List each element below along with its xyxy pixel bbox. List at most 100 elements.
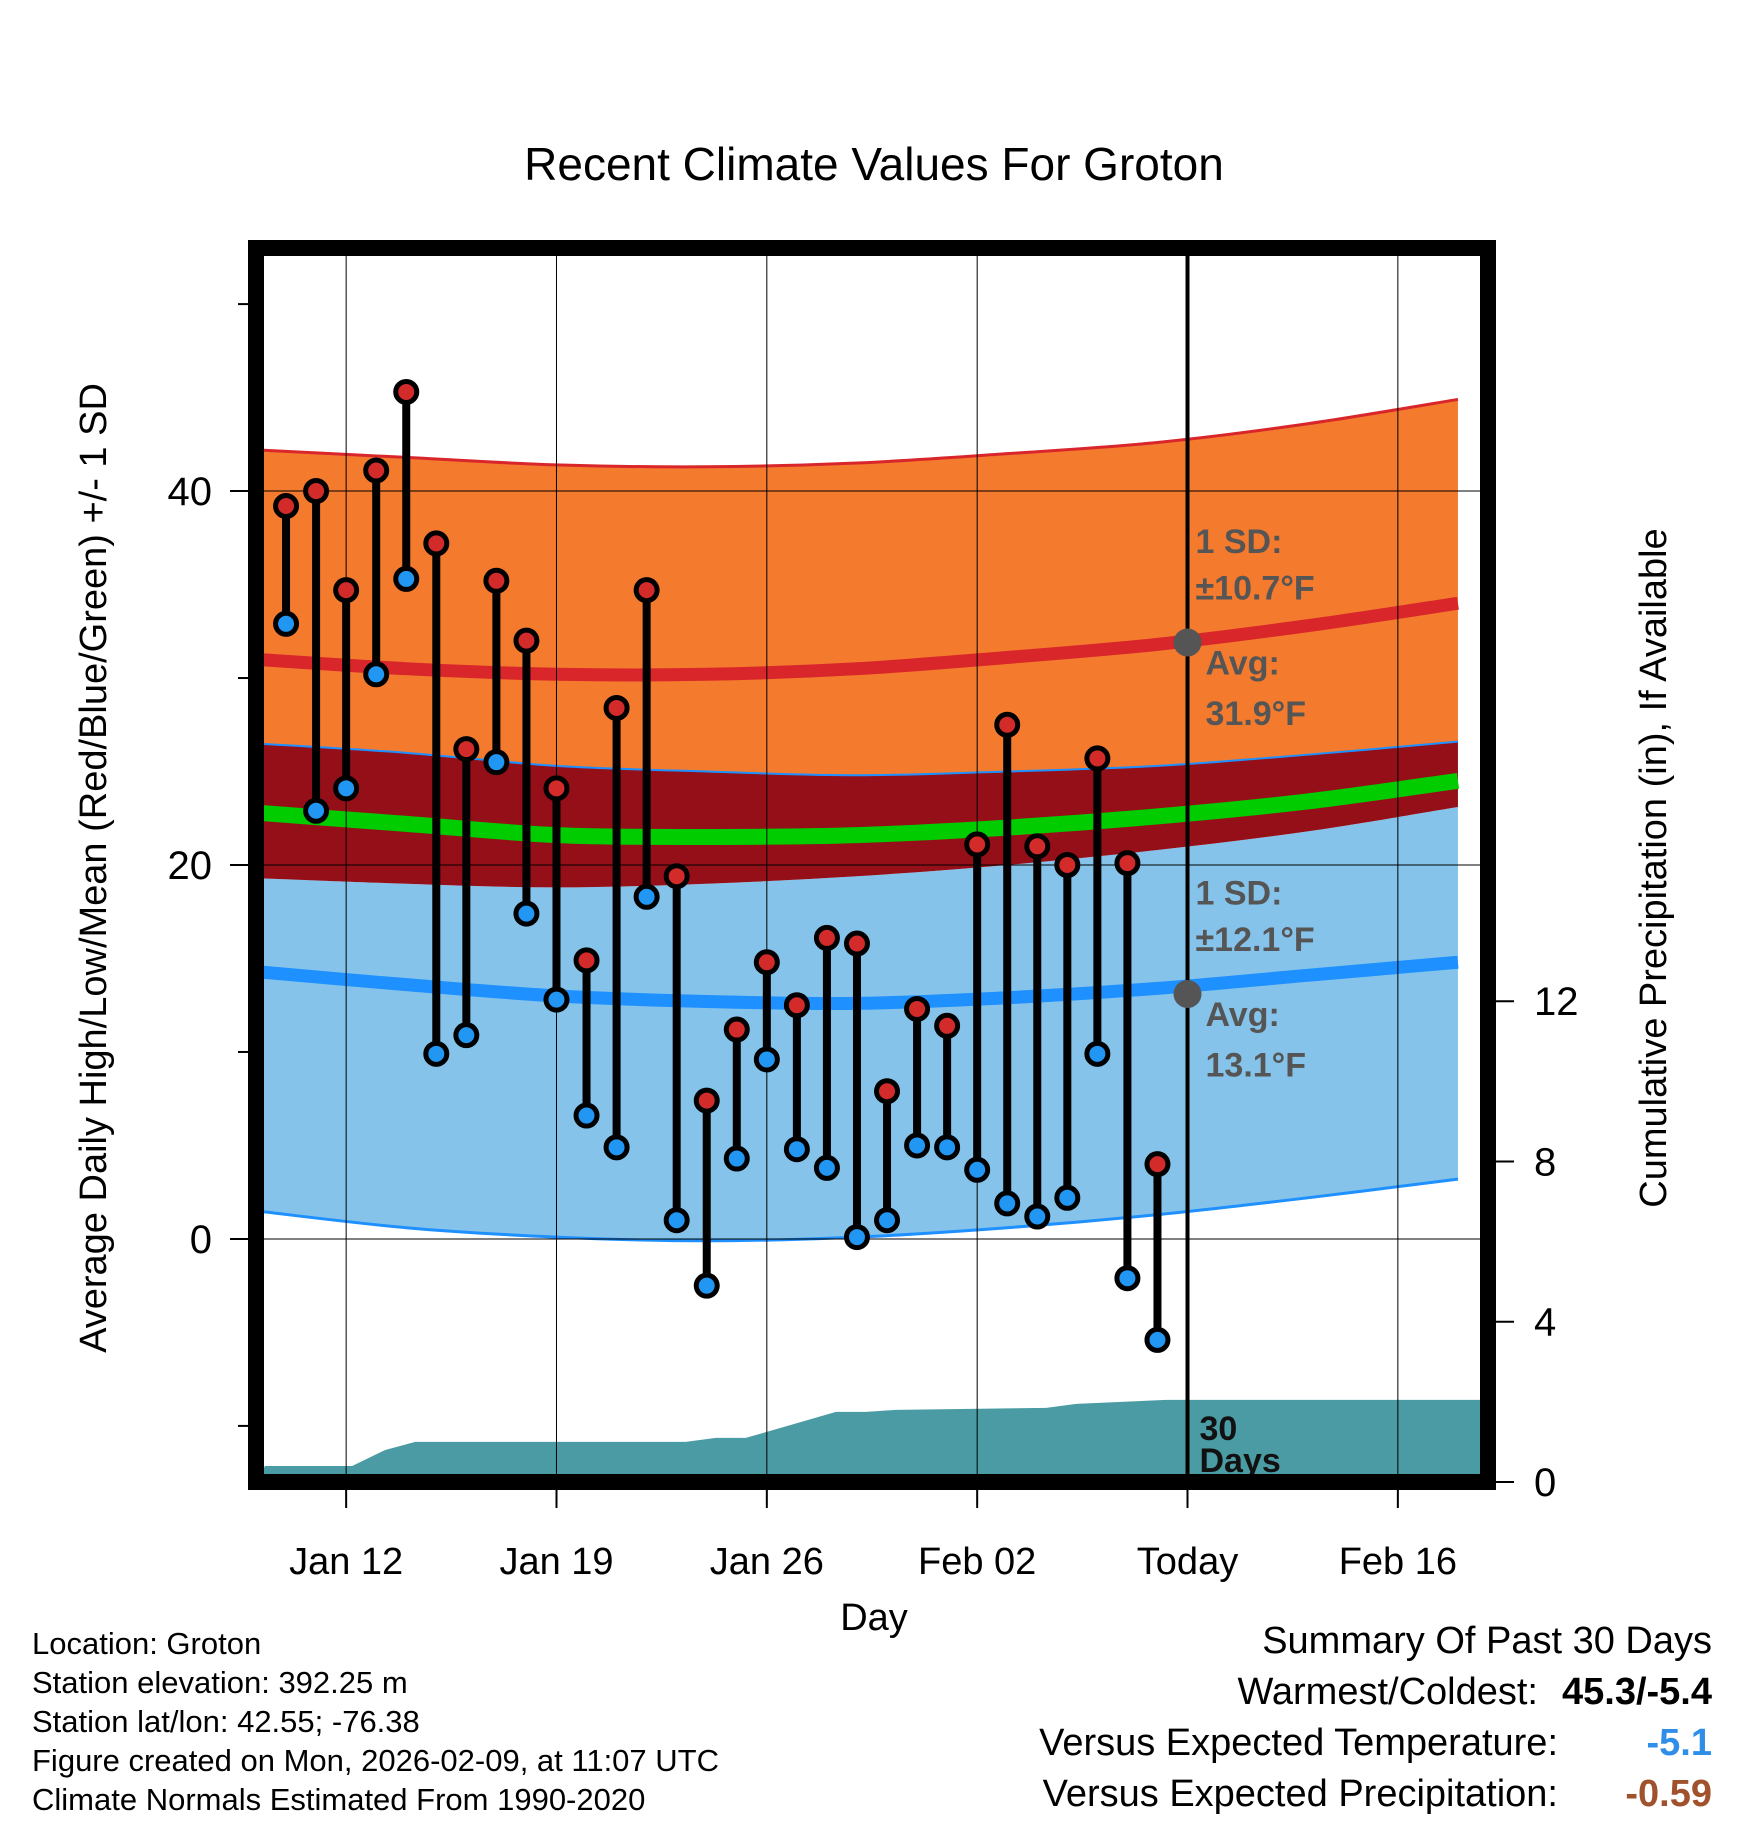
daily-low-point <box>994 1190 1021 1217</box>
high-sd-label: 1 SD: <box>1196 523 1283 561</box>
daily-high-point <box>1114 850 1141 877</box>
y-axis-right-label: Cumulative Precipitation (in), If Availa… <box>1633 528 1675 1207</box>
latlon-text: Station lat/lon: 42.55; -76.38 <box>32 1704 420 1739</box>
summary-temp: Versus Expected Temperature: -5.1 <box>1039 1718 1712 1769</box>
y-axis-left-label: Average Daily High/Low/Mean (Red/Blue/Gr… <box>73 383 115 1353</box>
daily-low-point <box>1054 1184 1081 1211</box>
elevation-text: Station elevation: 392.25 m <box>32 1665 408 1700</box>
normals-text: Climate Normals Estimated From 1990-2020 <box>32 1782 646 1817</box>
daily-low-point <box>483 749 510 776</box>
y-right-tick-label: 12 <box>1534 980 1579 1024</box>
y-right-tick-label: 4 <box>1534 1301 1556 1345</box>
summary-warm-cold: Warmest/Coldest: 45.3/-5.4 <box>1039 1667 1712 1718</box>
y-left-tick-label: 40 <box>168 470 213 514</box>
precip-area <box>256 1399 1488 1482</box>
daily-high-point <box>874 1078 901 1105</box>
today-low-normal-marker <box>1173 980 1202 1009</box>
daily-low-point <box>783 1136 810 1163</box>
daily-low-point <box>513 900 540 927</box>
window-label-line1: 30 <box>1200 1410 1238 1448</box>
created-text: Figure created on Mon, 2026-02-09, at 11… <box>32 1743 719 1778</box>
daily-high-point <box>843 930 870 957</box>
high-lower-line <box>256 740 1459 777</box>
x-tick-label: Jan 26 <box>710 1541 824 1583</box>
daily-high-point <box>513 627 540 654</box>
low-sd-label: 1 SD: <box>1196 874 1283 912</box>
daily-high-point <box>573 947 600 974</box>
warm-cold-value: 45.3/-5.4 <box>1562 1671 1712 1713</box>
daily-high-point <box>934 1012 961 1039</box>
temp-anomaly-value: -5.1 <box>1646 1722 1712 1764</box>
daily-high-point <box>303 478 330 505</box>
daily-low-point <box>753 1046 780 1073</box>
high-upper-line <box>256 397 1459 469</box>
low-sd-value: ±12.1°F <box>1196 921 1315 959</box>
daily-high-point <box>423 530 450 557</box>
daily-high-point <box>904 995 931 1022</box>
x-tick-label: Today <box>1137 1541 1238 1583</box>
daily-low-point <box>423 1040 450 1067</box>
daily-high-point <box>1024 833 1051 860</box>
x-tick-label: Feb 02 <box>918 1541 1036 1583</box>
x-axis-label: Day <box>840 1597 908 1639</box>
x-tick-label: Feb 16 <box>1339 1541 1457 1583</box>
daily-low-point <box>843 1224 870 1251</box>
daily-high-point <box>393 378 420 405</box>
summary-heading: Summary Of Past 30 Days <box>1262 1620 1712 1662</box>
daily-low-point <box>663 1207 690 1234</box>
x-tick-label: Jan 12 <box>289 1541 403 1583</box>
daily-low-point <box>1114 1265 1141 1292</box>
daily-high-point <box>363 457 390 484</box>
daily-high-point <box>483 567 510 594</box>
normal-high-line <box>256 596 1459 682</box>
daily-low-point <box>393 565 420 592</box>
high-avg-value: 31.9°F <box>1206 695 1307 733</box>
daily-high-point <box>453 736 480 763</box>
low-avg-value: 13.1°F <box>1206 1046 1307 1084</box>
high-avg-label: Avg: <box>1206 644 1280 682</box>
daily-low-point <box>693 1272 720 1299</box>
y-right-tick-label: 0 <box>1534 1461 1556 1505</box>
today-high-normal-marker <box>1173 628 1202 657</box>
low-avg-label: Avg: <box>1206 996 1280 1034</box>
y-left-tick-label: 0 <box>190 1218 212 1262</box>
daily-high-point <box>783 992 810 1019</box>
daily-high-point <box>813 924 840 951</box>
x-tick-label: Jan 19 <box>499 1541 613 1583</box>
precip-anomaly-value: -0.59 <box>1625 1773 1712 1815</box>
daily-high-point <box>273 493 300 520</box>
daily-low-point <box>1144 1326 1171 1353</box>
daily-low-point <box>813 1154 840 1181</box>
daily-high-point <box>723 1016 750 1043</box>
daily-low-point <box>573 1102 600 1129</box>
daily-high-point <box>543 775 570 802</box>
summary-precip: Versus Expected Precipitation: -0.59 <box>1039 1769 1712 1820</box>
daily-low-point <box>964 1156 991 1183</box>
plot-frame <box>248 240 1496 1490</box>
daily-high-point <box>603 694 630 721</box>
summary-panel: Summary Of Past 30 Days Warmest/Coldest:… <box>1039 1616 1712 1820</box>
high-sd-value: ±10.7°F <box>1196 570 1315 608</box>
daily-low-point <box>874 1207 901 1234</box>
station-info: Location: Groton Station elevation: 392.… <box>32 1624 719 1819</box>
normal-mean-line <box>256 772 1460 845</box>
daily-low-point <box>723 1145 750 1172</box>
temp-anomaly-label: Versus Expected Temperature: <box>1039 1722 1558 1764</box>
daily-high-point <box>1144 1151 1171 1178</box>
chart-title: Recent Climate Values For Groton <box>524 138 1224 190</box>
daily-low-point <box>633 883 660 910</box>
daily-low-point <box>543 986 570 1013</box>
daily-low-point <box>934 1134 961 1161</box>
daily-high-point <box>663 863 690 890</box>
daily-low-point <box>603 1134 630 1161</box>
daily-high-point <box>964 831 991 858</box>
warm-cold-label: Warmest/Coldest: <box>1237 1671 1538 1713</box>
daily-low-point <box>273 610 300 637</box>
precip-anomaly-label: Versus Expected Precipitation: <box>1042 1773 1558 1815</box>
daily-low-point <box>333 775 360 802</box>
daily-high-point <box>994 711 1021 738</box>
daily-low-point <box>1024 1203 1051 1230</box>
daily-high-point <box>1054 852 1081 878</box>
daily-high-point <box>693 1087 720 1114</box>
daily-high-point <box>1084 745 1111 772</box>
